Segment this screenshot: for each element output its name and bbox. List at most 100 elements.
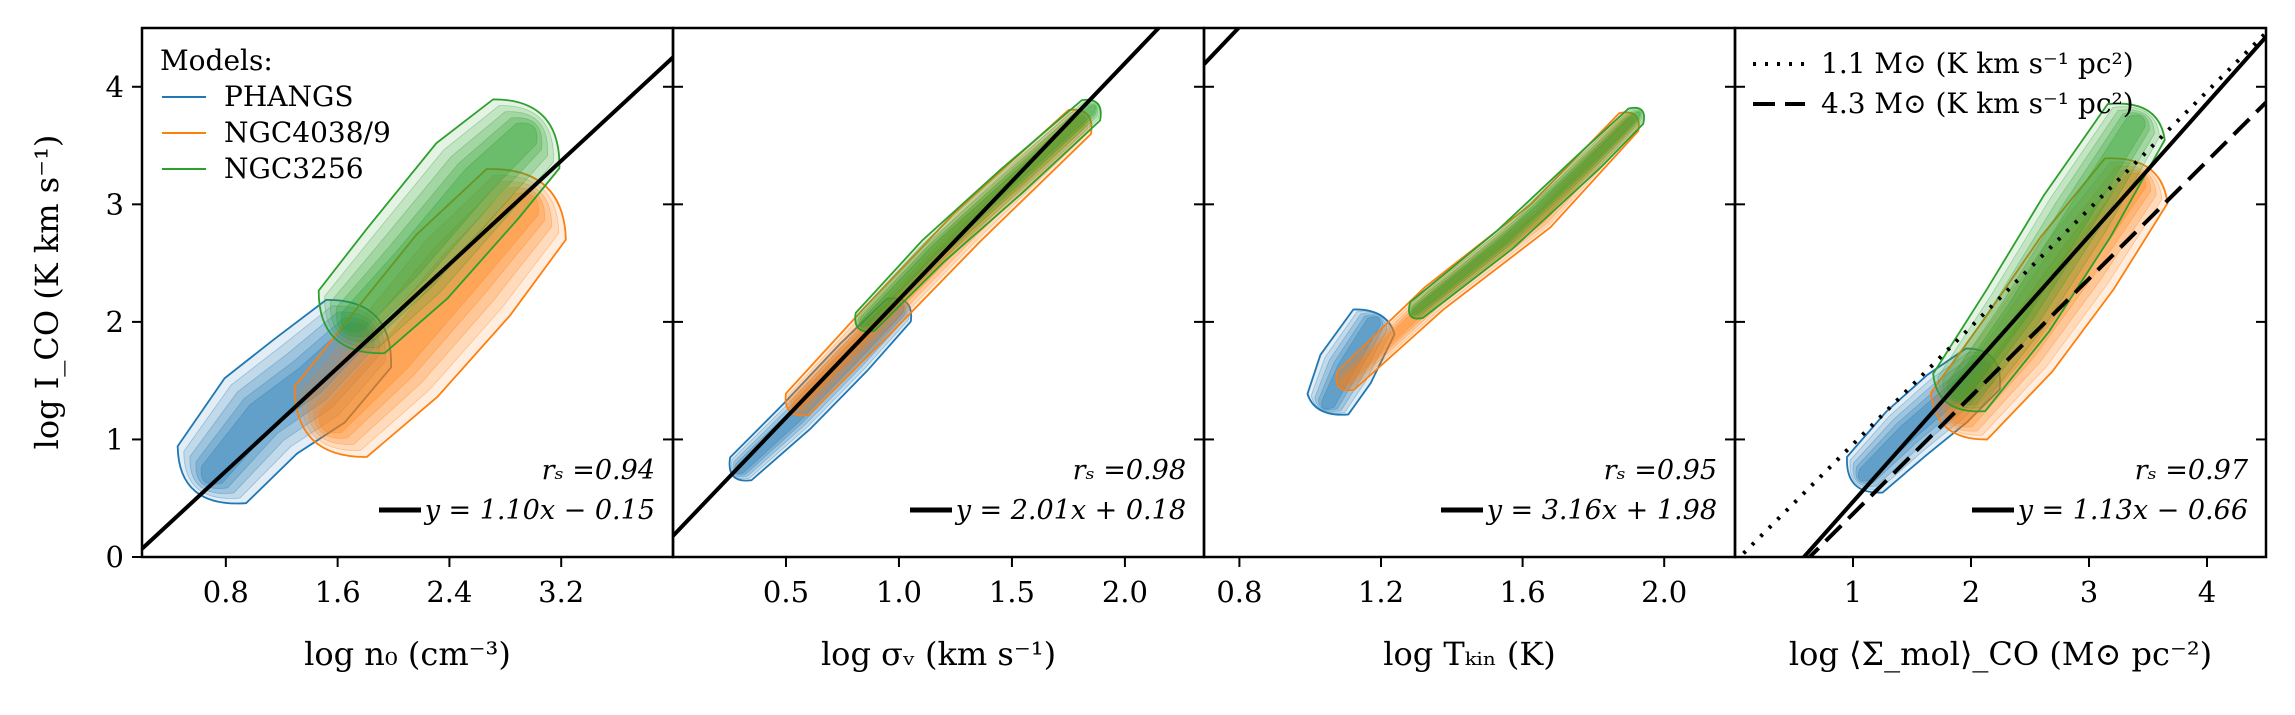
density-contour: [730, 299, 910, 480]
series-ngc4038-9: [1930, 157, 2169, 441]
x-tick-label: 1.2: [1358, 575, 1404, 609]
density-contour: [1946, 112, 2150, 403]
density-contour: [313, 187, 545, 439]
density-contour: [1411, 110, 1642, 316]
series-ngc3256: [317, 98, 561, 355]
y-tick: 4: [106, 70, 673, 104]
y-tick-label: 4: [106, 70, 124, 104]
spearman-label: rₛ =0.95: [1604, 455, 1717, 486]
x-tick: 1.0: [876, 557, 922, 609]
reference-line: [1737, 31, 2266, 557]
x-tick-label: 2: [1962, 575, 1980, 609]
x-tick-label: 4: [2198, 575, 2216, 609]
x-axis-title: log ⟨Σ_mol⟩_CO (M⊙ pc⁻²): [1789, 635, 2212, 673]
x-tick-label: 0.8: [1216, 575, 1262, 609]
fit-equation-label: y = 1.10x − 0.15: [424, 495, 655, 526]
density-contour: [1335, 111, 1640, 392]
fit-line: [1801, 35, 2266, 557]
density-contour: [1410, 109, 1643, 317]
x-tick: 2.0: [1102, 557, 1148, 609]
fit-equation-label: y = 1.13x − 0.66: [2017, 495, 2248, 526]
x-tick: 2: [1962, 557, 1980, 609]
x-tick: 3: [2080, 557, 2098, 609]
series-phangs: [1306, 308, 1396, 416]
density-contour: [195, 317, 375, 489]
legend-entry: NGC3256: [224, 152, 364, 185]
plot-area: [142, 55, 673, 551]
x-tick: 0.8: [1216, 557, 1262, 609]
x-tick-label: 1: [1844, 575, 1862, 609]
density-contour: [1409, 108, 1644, 318]
x-axis-title: log σᵥ (km s⁻¹): [821, 635, 1056, 673]
x-tick: 2.0: [1641, 557, 1687, 609]
density-contour: [1942, 109, 2155, 406]
density-contour: [1950, 114, 2146, 400]
panel-1: 0.8 1.6 2.4 3.2 0 1 2 3 4 log n₀ (cm⁻³) rₛ =0.94 y …: [106, 26, 675, 673]
density-contour: [1321, 316, 1381, 410]
fit-line: [673, 28, 1162, 538]
spearman-label: rₛ =0.94: [542, 455, 655, 486]
y-tick-label: 1: [106, 422, 124, 456]
plot-layer: 0.8 1.6 2.4 3.2 0 1 2 3 4 log n₀ (cm⁻³) rₛ =0.94 y …: [28, 26, 2268, 673]
x-tick-label: 2.0: [1641, 575, 1687, 609]
density-contour: [1408, 106, 1645, 320]
density-contour: [1306, 308, 1396, 416]
legend-title: Models:: [160, 44, 273, 77]
density-contour: [340, 122, 538, 333]
legend-entry: 1.1 M⊙ (K km s⁻¹ pc²): [1821, 47, 2134, 80]
density-contour: [335, 117, 543, 338]
series-phangs: [728, 297, 913, 482]
spearman-label: rₛ =0.97: [2135, 455, 2249, 486]
x-tick: 1: [1844, 557, 1862, 609]
density-contour: [176, 298, 392, 505]
x-tick: 1.2: [1358, 557, 1404, 609]
reference-line: [1806, 100, 2266, 557]
panel-4: 1 2 3 4 log ⟨Σ_mol⟩_CO (M⊙ pc⁻²) rₛ =0.97 y = …: [1733, 26, 2268, 673]
density-contour: [1930, 157, 2169, 441]
x-tick: 1.6: [1500, 557, 1546, 609]
x-tick-label: 3: [2080, 575, 2098, 609]
y-tick-label: 3: [106, 187, 124, 221]
density-contour: [317, 98, 561, 355]
plot-area: [673, 28, 1162, 538]
density-contour: [1940, 165, 2157, 432]
density-contour: [1932, 102, 2166, 413]
panel-2: 0.5 1.0 1.5 2.0 log σᵥ (km s⁻¹) rₛ =0.98 y = 2…: [671, 26, 1206, 673]
density-contour: [1937, 106, 2161, 409]
conversion-legend: 1.1 M⊙ (K km s⁻¹ pc²) 4.3 M⊙ (K km s⁻¹ pc…: [1753, 47, 2134, 120]
panel-3: 0.8 1.2 1.6 2.0 log Tₖᵢₙ (K) rₛ =0.95 y = 3.16…: [1202, 26, 1737, 673]
series-ngc3256: [1932, 102, 2166, 413]
x-axis-title: log Tₖᵢₙ (K): [1383, 635, 1556, 673]
density-contour: [732, 301, 908, 478]
x-tick: 1.6: [315, 557, 361, 609]
y-tick: 2: [106, 305, 673, 339]
density-contour: [1310, 311, 1392, 414]
density-contour: [1935, 161, 2163, 436]
x-tick-label: 0.5: [763, 575, 809, 609]
fit-equation-label: y = 2.01x + 0.18: [955, 495, 1186, 526]
x-tick: 4: [2198, 557, 2216, 609]
x-tick: 1.5: [989, 557, 1035, 609]
axes-frame: [1733, 26, 2268, 559]
density-contour: [318, 192, 539, 434]
plot-area: [1204, 28, 1645, 416]
density-contour: [728, 297, 913, 482]
legend-entry: NGC4038/9: [224, 116, 391, 149]
legend-entry: 4.3 M⊙ (K km s⁻¹ pc²): [1821, 87, 2134, 120]
x-tick-label: 1.0: [876, 575, 922, 609]
density-contour: [1949, 172, 2147, 425]
fit-line: [1204, 28, 1242, 66]
y-tick: 1: [106, 422, 673, 456]
density-contour: [1945, 169, 2152, 428]
y-tick-label: 0: [106, 540, 124, 574]
density-contour: [1318, 315, 1384, 411]
x-tick-label: 1.5: [989, 575, 1035, 609]
plot-area: [1737, 31, 2266, 557]
y-tick: 0: [106, 540, 673, 574]
fit-line: [142, 55, 673, 551]
y-tick: 3: [106, 187, 673, 221]
x-tick: 3.2: [538, 557, 584, 609]
series-ngc3256: [1408, 106, 1645, 320]
